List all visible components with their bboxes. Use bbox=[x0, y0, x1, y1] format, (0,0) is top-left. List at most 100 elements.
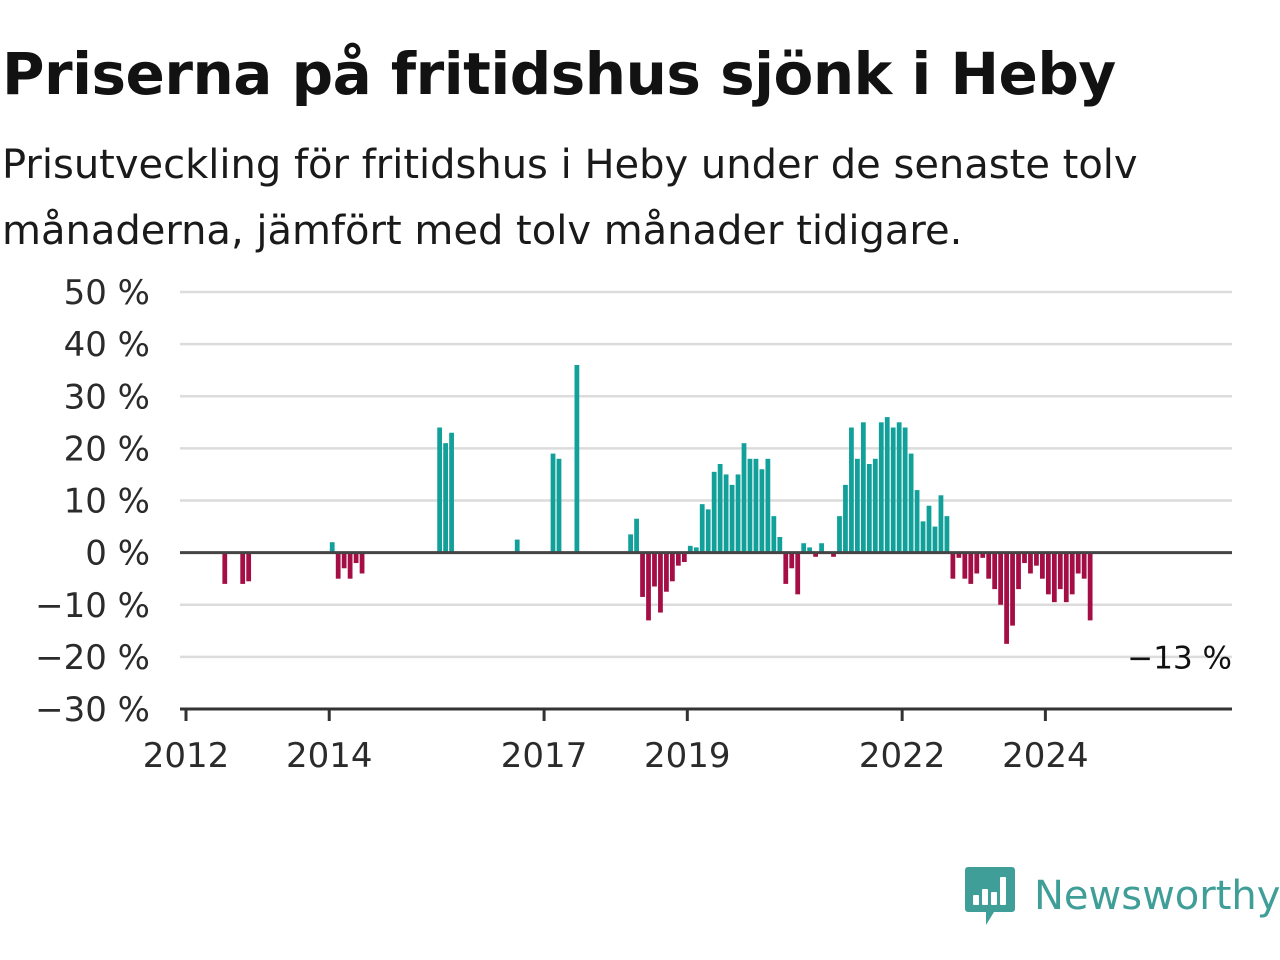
bar-2012-07 bbox=[222, 552, 228, 584]
newsworthy-logo: Newsworthy bbox=[964, 864, 1280, 928]
bar-2018-11 bbox=[675, 552, 681, 566]
x-tick-label: 2022 bbox=[859, 736, 946, 776]
bar-2021-03 bbox=[843, 484, 848, 553]
bar-2019-07 bbox=[723, 474, 729, 553]
bar-2015-09 bbox=[449, 432, 454, 553]
bar-2023-05 bbox=[998, 552, 1004, 605]
bar-2014-01 bbox=[329, 542, 335, 553]
bar-2020-07 bbox=[795, 552, 801, 595]
bar-2021-10 bbox=[884, 417, 890, 553]
y-tick-label: 20 % bbox=[64, 429, 150, 469]
bar-2018-03 bbox=[628, 534, 633, 553]
x-tick-label: 2024 bbox=[1002, 736, 1089, 776]
bar-2014-06 bbox=[359, 552, 365, 574]
bar-2019-10 bbox=[741, 443, 747, 553]
bar-2018-09 bbox=[664, 552, 669, 592]
bar-2020-04 bbox=[777, 536, 783, 553]
bar-2022-03 bbox=[914, 490, 920, 553]
bar-2021-02 bbox=[837, 516, 842, 553]
bar-2017-03 bbox=[556, 458, 562, 553]
bar-2020-09 bbox=[807, 547, 813, 553]
bar-2021-05 bbox=[855, 458, 860, 553]
bar-2022-12 bbox=[968, 552, 974, 584]
y-tick-label: 10 % bbox=[64, 482, 150, 522]
bar-2022-02 bbox=[908, 453, 914, 553]
bar-2016-08 bbox=[514, 539, 520, 553]
bar-2022-08 bbox=[944, 516, 950, 553]
bar-2020-11 bbox=[819, 543, 824, 553]
bar-2024-06 bbox=[1075, 552, 1081, 574]
bar-2019-09 bbox=[735, 474, 741, 553]
bar-2020-06 bbox=[789, 552, 795, 569]
bar-2021-08 bbox=[872, 458, 878, 553]
bar-2012-10 bbox=[240, 552, 246, 584]
bar-2023-09 bbox=[1022, 552, 1027, 564]
bar-2022-09 bbox=[950, 552, 956, 579]
bar-2024-01 bbox=[1045, 552, 1051, 595]
bar-2022-06 bbox=[932, 526, 938, 553]
x-tick-label: 2017 bbox=[501, 736, 588, 776]
bar-2022-04 bbox=[920, 521, 926, 553]
bar-2018-05 bbox=[640, 552, 645, 597]
bar-2012-11 bbox=[246, 552, 252, 582]
bar-2022-11 bbox=[962, 552, 968, 579]
bar-2021-12 bbox=[896, 422, 902, 553]
y-tick-label: 0 % bbox=[85, 534, 150, 574]
bar-2024-02 bbox=[1051, 552, 1057, 603]
bar-2018-04 bbox=[634, 518, 639, 553]
bar-2021-06 bbox=[860, 422, 866, 553]
bar-2018-07 bbox=[652, 552, 657, 587]
bar-2023-01 bbox=[974, 552, 980, 574]
bar-2019-11 bbox=[747, 458, 753, 553]
bar-2024-07 bbox=[1081, 552, 1087, 579]
bar-2017-06 bbox=[574, 364, 580, 553]
bar-2021-04 bbox=[849, 427, 854, 553]
bar-2022-05 bbox=[926, 505, 932, 553]
y-tick-label: 50 % bbox=[64, 273, 150, 313]
bar-2019-08 bbox=[729, 484, 735, 553]
bar-2023-10 bbox=[1028, 552, 1033, 574]
bar-2020-03 bbox=[771, 516, 777, 553]
bar-2024-04 bbox=[1063, 552, 1069, 603]
bar-2022-07 bbox=[938, 495, 944, 553]
bar-2023-02 bbox=[980, 552, 986, 558]
bar-2018-08 bbox=[658, 552, 663, 613]
y-tick-label: −30 % bbox=[35, 690, 150, 730]
bar-2024-03 bbox=[1057, 552, 1063, 590]
bar-2019-04 bbox=[705, 509, 711, 553]
bar-2021-07 bbox=[866, 464, 872, 553]
bar-2015-08 bbox=[443, 443, 448, 553]
bar-2014-02 bbox=[335, 552, 341, 579]
bar-2014-05 bbox=[353, 552, 359, 564]
bar-2024-08 bbox=[1087, 552, 1093, 621]
bar-2019-06 bbox=[717, 464, 723, 553]
bar-2023-03 bbox=[986, 552, 992, 579]
bar-chart: 50 % 40 % 30 % 20 % 10 % 0 % −10 % −20 % −30 % 2… bbox=[35, 273, 1232, 776]
y-axis-labels: 50 % 40 % 30 % 20 % 10 % 0 % −10 % −20 % −30 % bbox=[35, 273, 150, 730]
bar-2024-05 bbox=[1069, 552, 1075, 595]
bar-2023-06 bbox=[1004, 552, 1009, 644]
bar-2020-08 bbox=[801, 543, 807, 553]
bar-2021-09 bbox=[878, 422, 884, 553]
bar-2018-06 bbox=[646, 552, 651, 621]
bar-2019-01 bbox=[687, 545, 693, 553]
bar-2023-07 bbox=[1010, 552, 1015, 626]
bar-2023-12 bbox=[1040, 552, 1045, 579]
bar-2021-11 bbox=[890, 427, 896, 553]
y-tick-label: −20 % bbox=[35, 638, 150, 678]
bar-2023-08 bbox=[1016, 552, 1021, 590]
bar-2022-01 bbox=[902, 427, 908, 553]
newsworthy-bar-chart-icon bbox=[965, 867, 1015, 925]
bar-2023-11 bbox=[1034, 552, 1039, 566]
logo-text: Newsworthy bbox=[1034, 873, 1280, 919]
bar-2019-12 bbox=[753, 458, 759, 553]
bar-2014-03 bbox=[341, 552, 347, 569]
bars bbox=[222, 364, 1093, 644]
bar-2019-02 bbox=[693, 547, 699, 553]
bar-2020-01 bbox=[759, 469, 765, 553]
bar-2022-10 bbox=[956, 552, 962, 558]
bar-2019-03 bbox=[699, 504, 705, 553]
x-tick-label: 2014 bbox=[286, 736, 373, 776]
x-tick-label: 2019 bbox=[644, 736, 731, 776]
bar-2021-01 bbox=[831, 552, 836, 557]
